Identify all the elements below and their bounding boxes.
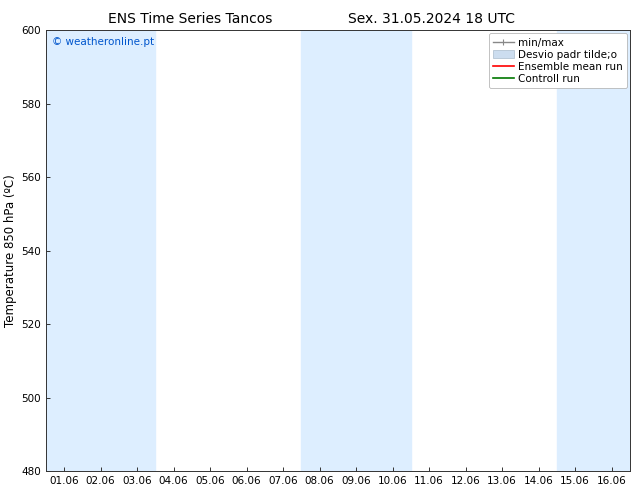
Text: Sex. 31.05.2024 18 UTC: Sex. 31.05.2024 18 UTC — [347, 12, 515, 26]
Text: ENS Time Series Tancos: ENS Time Series Tancos — [108, 12, 273, 26]
Y-axis label: Temperature 850 hPa (ºC): Temperature 850 hPa (ºC) — [4, 174, 17, 327]
Bar — [301, 30, 411, 471]
Bar — [557, 30, 630, 471]
Legend: min/max, Desvio padr tilde;o, Ensemble mean run, Controll run: min/max, Desvio padr tilde;o, Ensemble m… — [489, 33, 626, 88]
Bar — [46, 30, 155, 471]
Text: © weatheronline.pt: © weatheronline.pt — [52, 37, 154, 47]
